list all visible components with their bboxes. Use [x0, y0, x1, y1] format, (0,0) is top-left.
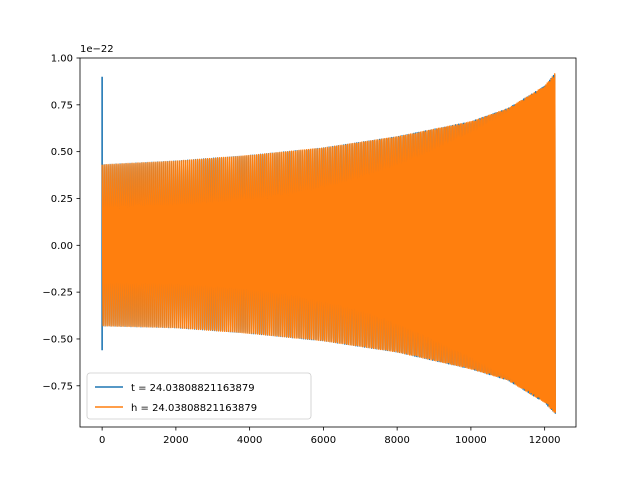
legend-box	[86, 372, 312, 420]
x-tick-label: 4000	[237, 435, 262, 446]
series-line-2	[101, 73, 556, 413]
y-tick-label: 1.00	[51, 54, 73, 65]
y-tick-label: 0.00	[51, 241, 73, 252]
legend: t = 24.03808821163879 h = 24.038088211638…	[86, 372, 312, 420]
x-tick-label: 10000	[455, 435, 487, 446]
x-tick-label: 6000	[311, 435, 336, 446]
x-tick-label: 8000	[384, 435, 409, 446]
x-tick-label: 0	[99, 435, 105, 446]
x-tick-label: 2000	[163, 435, 188, 446]
axes-frame	[79, 57, 577, 428]
x-tick-label: 12000	[529, 435, 561, 446]
y-tick-label: 0.25	[51, 194, 73, 205]
y-tick-label: −0.25	[42, 288, 73, 299]
legend-label: h = 24.03808821163879	[131, 403, 257, 414]
y-tick-label: 0.50	[51, 147, 73, 158]
plot-area	[101, 73, 556, 414]
y-axis: −0.75 −0.50 −0.25 0.00 0.25 0.50 0.75 1.00	[42, 54, 80, 392]
y-tick-label: −0.75	[42, 381, 73, 392]
legend-label: t = 24.03808821163879	[131, 383, 255, 394]
x-axis: 0 2000 4000 6000 8000 10000 12000	[99, 427, 561, 446]
y-tick-label: 0.75	[51, 100, 73, 111]
y-offset-label: 1e−22	[80, 44, 114, 55]
y-tick-label: −0.50	[42, 334, 73, 345]
